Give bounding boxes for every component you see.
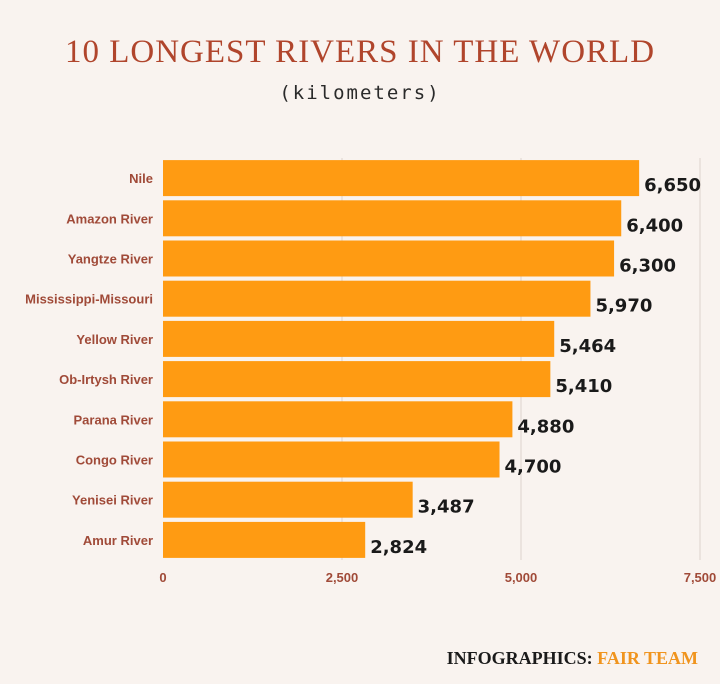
value-label: 6,400 [626,215,683,236]
chart-title: 10 LONGEST RIVERS IN THE WORLD [64,34,656,70]
value-label: 5,970 [595,296,652,317]
category-label: Amur River [83,533,153,548]
value-label: 6,300 [619,256,676,277]
bar [163,361,551,398]
category-label: Amazon River [66,211,153,226]
chart-subtitle: (kilometers) [279,82,441,104]
category-label: Nile [129,171,153,186]
category-label: Parana River [74,412,154,427]
bar [163,280,591,317]
value-label: 3,487 [418,497,475,518]
category-label: Yenisei River [72,493,153,508]
bar [163,521,366,558]
bar [163,401,513,438]
bar [163,240,615,277]
category-label: Congo River [76,453,153,468]
category-label: Yellow River [76,332,153,347]
category-label: Ob-Irtysh River [59,372,153,387]
value-label: 6,650 [644,175,701,196]
x-tick-label: 0 [159,570,166,585]
value-label: 4,880 [517,416,574,437]
value-label: 5,464 [559,336,616,357]
bar [163,160,640,197]
x-tick-label: 5,000 [505,570,538,585]
bar-chart: Nile 6,650 Amazon River 6,400 Yangtze River 6… [25,158,716,585]
bar [163,481,413,518]
credit: INFOGRAPHICS: FAIR TEAM [447,648,698,669]
category-label: Mississippi-Missouri [25,292,153,307]
x-tick-label: 2,500 [326,570,359,585]
value-label: 2,824 [370,537,427,558]
bar [163,200,622,237]
bar [163,441,500,478]
value-label: 4,700 [505,457,562,478]
bar-layer [163,160,640,558]
credit-prefix: INFOGRAPHICS: [446,648,593,668]
bar [163,320,555,357]
tick-layer: 0 2,500 5,000 7,500 [159,570,716,585]
value-label: 5,410 [555,376,612,397]
credit-name: FAIR TEAM [597,648,698,668]
category-label: Yangtze River [68,252,153,267]
label-layer: Nile 6,650 Amazon River 6,400 Yangtze River 6… [25,171,701,558]
x-tick-label: 7,500 [684,570,717,585]
